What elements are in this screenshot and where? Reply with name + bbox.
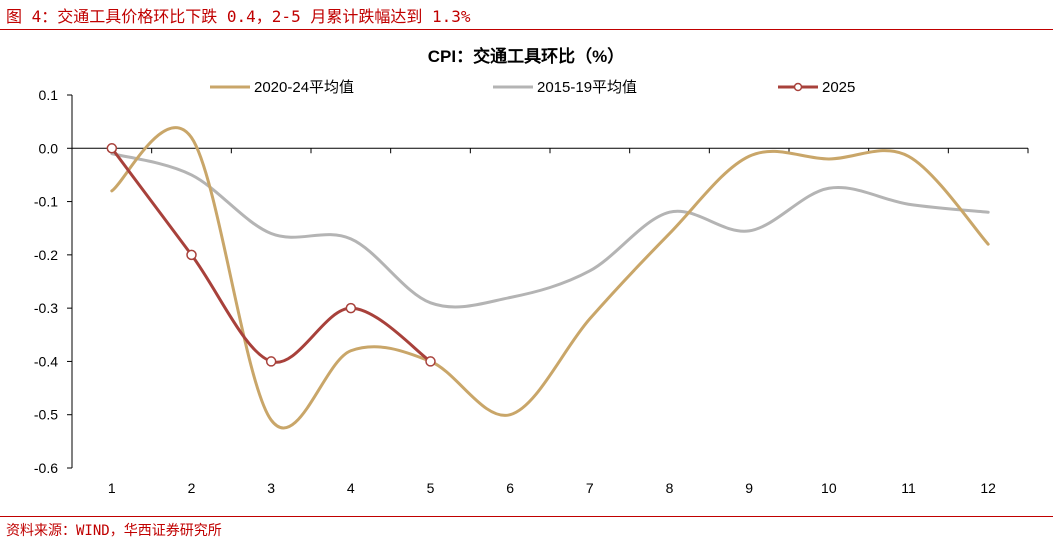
legend-marker [793, 82, 803, 92]
y-tick-label: -0.1 [34, 194, 58, 210]
x-tick-label: 6 [506, 480, 514, 496]
y-tick-label: -0.3 [34, 300, 58, 316]
data-point [186, 249, 197, 261]
series-line-0 [110, 126, 990, 430]
data-point [106, 143, 118, 154]
footer-rule [0, 516, 1053, 517]
x-tick-label: 5 [427, 480, 435, 496]
x-tick-label: 1 [108, 480, 116, 496]
x-tick-label: 7 [586, 480, 594, 496]
axes: 0.10.0-0.1-0.2-0.3-0.4-0.5-0.61 2 3 4 5 6 7 8 9 1… [34, 87, 1029, 496]
x-tick-label: 2 [188, 480, 196, 496]
legend-label: 2015-19平均值 [537, 79, 637, 96]
y-tick-label: 0.0 [39, 140, 59, 156]
x-tick-label: 8 [666, 480, 674, 496]
x-tick-label: 4 [347, 480, 355, 496]
data-point [345, 302, 357, 314]
series-line-2 [110, 146, 432, 364]
x-tick-label: 3 [267, 480, 275, 496]
y-tick-label: -0.5 [34, 407, 58, 423]
x-tick-label: 9 [745, 480, 753, 496]
source-note: 资料来源：WIND，华西证券研究所 [6, 523, 222, 539]
y-tick-label: 0.1 [39, 87, 59, 103]
chart-title: CPI：交通工具环比（%） [428, 46, 624, 66]
y-tick-label: -0.4 [34, 353, 58, 369]
y-tick-label: -0.2 [34, 247, 58, 263]
x-tick-label: 11 [901, 480, 916, 496]
y-tick-label: -0.6 [34, 460, 58, 476]
line-chart: CPI：交通工具环比（%） 2020-24平均值 2015-19平均值 2025 0… [34, 46, 1029, 496]
x-tick-label: 12 [980, 480, 996, 496]
figure-title: 图 4：交通工具价格环比下跌 0.4，2-5 月累计跌幅达到 1.3% [6, 7, 471, 26]
series-line-1 [110, 152, 990, 309]
data-point [265, 356, 277, 367]
series-layer [106, 126, 990, 430]
data-point [425, 356, 436, 367]
legend: 2020-24平均值 2015-19平均值 2025 [210, 79, 855, 96]
header-rule [0, 29, 1053, 30]
legend-label: 2025 [822, 79, 855, 96]
x-tick-label: 10 [821, 480, 837, 496]
legend-label: 2020-24平均值 [254, 79, 354, 96]
